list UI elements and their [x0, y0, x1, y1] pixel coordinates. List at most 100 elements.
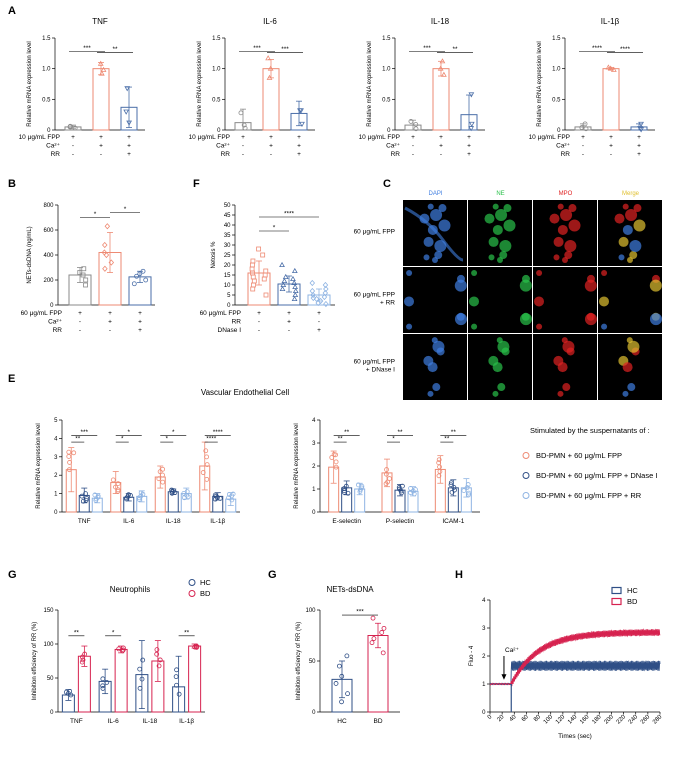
a1-point	[299, 121, 305, 127]
b-condition-label: RR	[53, 327, 63, 334]
d-condition-value: +	[287, 319, 291, 326]
e1-point	[436, 457, 442, 463]
f-x-tick-label: TNF	[70, 718, 83, 725]
b-condition-value: +	[138, 327, 142, 334]
a1-condition-value: -	[242, 143, 244, 150]
a3-y-tick-label: 1.5	[552, 36, 561, 42]
a1-sig0-significance-label: ***	[253, 45, 261, 52]
f-point	[140, 657, 146, 663]
a2-point	[408, 119, 414, 124]
c-row-label: 60 μg/mL FPP	[354, 229, 395, 236]
a0-condition-value: -	[72, 151, 74, 158]
a0-y-tick-label: 1.0	[42, 67, 51, 73]
b-point	[102, 241, 108, 249]
e1-point	[448, 482, 454, 488]
a2-point	[439, 58, 446, 64]
c-cell	[557, 224, 568, 235]
a1-y-tick-label: 0.5	[212, 97, 221, 103]
d-y-tick-label: 35	[224, 233, 231, 239]
a0-condition-value: +	[127, 143, 131, 150]
a0-condition-value: +	[99, 134, 103, 141]
e1-point	[345, 490, 351, 496]
a2-y-tick-label: 1.5	[382, 36, 391, 42]
a1-y-tick-label: 0	[217, 128, 221, 134]
c-cell	[423, 236, 434, 247]
a3-chart-title: IL-1β	[601, 17, 620, 26]
c-row-label: + RR	[380, 300, 395, 307]
e-legend-label: BD-PMN + 60 μg/mL FPP + RR	[536, 491, 642, 500]
g-y-tick-label: 0	[312, 710, 316, 716]
a1-condition-value: +	[269, 134, 273, 141]
d-y-tick-label: 45	[224, 213, 231, 219]
c-cell	[618, 236, 629, 247]
panel-label-g: G	[268, 569, 277, 581]
c-cell	[649, 313, 662, 326]
f-point	[104, 679, 110, 685]
e0-point	[169, 489, 175, 494]
c-cell	[557, 390, 564, 397]
e0-point	[92, 492, 98, 498]
c-cell	[499, 240, 512, 253]
b-point	[83, 277, 89, 283]
f-point	[121, 645, 126, 651]
panel-label-h: H	[455, 569, 463, 581]
e0-point	[217, 496, 223, 501]
c-cell	[488, 254, 495, 261]
a1-condition-value: +	[297, 151, 301, 158]
e0-point	[113, 484, 118, 490]
c-cell	[536, 270, 543, 277]
panel-label-b: B	[8, 178, 16, 190]
b-point	[143, 277, 149, 283]
f-point	[176, 691, 182, 697]
f-point	[137, 685, 143, 691]
b-point	[77, 270, 83, 275]
c-cell	[560, 209, 573, 222]
h-x-tick-label: 120	[555, 714, 567, 726]
c-cell	[633, 219, 646, 232]
a3-condition-label: 10 μg/mL FPP	[529, 134, 570, 141]
d-condition-value: -	[318, 319, 320, 326]
f-legend-marker	[188, 579, 196, 586]
a1-condition-value: +	[241, 134, 245, 141]
a0-condition-label: RR	[51, 151, 61, 158]
a0-point	[100, 66, 107, 72]
e0-y-tick-label: 0	[54, 510, 58, 516]
d-y-tick-label: 25	[224, 253, 231, 259]
a2-sig1-significance-label: **	[452, 46, 458, 53]
d-point	[281, 277, 288, 283]
g-point	[369, 640, 375, 646]
h-y-tick-label: 2	[482, 654, 486, 660]
a0-y-axis-label: Relative mRNA expression level	[27, 41, 33, 126]
d-condition-value: -	[288, 327, 290, 334]
e0-sig-significance-label: ****	[206, 436, 217, 443]
c-cell	[557, 203, 564, 210]
c-net-strand	[404, 206, 464, 262]
panel-label-d: F	[193, 178, 200, 190]
d-condition-label: DNase I	[218, 327, 242, 334]
e1-point	[383, 481, 389, 487]
h-legend-label: HC	[627, 586, 638, 595]
h-annotation-label: Ca²⁺	[505, 647, 519, 654]
a3-condition-label: RR	[561, 151, 571, 158]
e1-sig-significance-label: **	[338, 436, 344, 443]
c-cell	[622, 390, 629, 397]
e1-point	[359, 485, 365, 491]
h-series-bd	[489, 628, 661, 687]
e1-point	[333, 464, 339, 470]
a1-point	[241, 122, 247, 128]
e0-x-tick-label: IL-18	[166, 518, 181, 525]
e1-point	[464, 485, 470, 490]
a2-y-tick-label: 1.0	[382, 67, 391, 73]
panel-label-c: C	[383, 178, 391, 190]
a2-s1-bar	[432, 68, 450, 131]
c-cell	[536, 323, 543, 330]
b-point	[102, 265, 108, 272]
g-chart-title: NETs-dsDNA	[326, 585, 374, 594]
c-cell	[553, 254, 560, 261]
f-x-tick-label: IL-18	[142, 718, 157, 725]
e0-y-tick-label: 1	[54, 492, 58, 498]
e0-point	[226, 495, 231, 501]
c-cell	[625, 209, 638, 222]
a2-condition-value: +	[411, 134, 415, 141]
b-condition-label: Ca²⁺	[48, 319, 62, 326]
